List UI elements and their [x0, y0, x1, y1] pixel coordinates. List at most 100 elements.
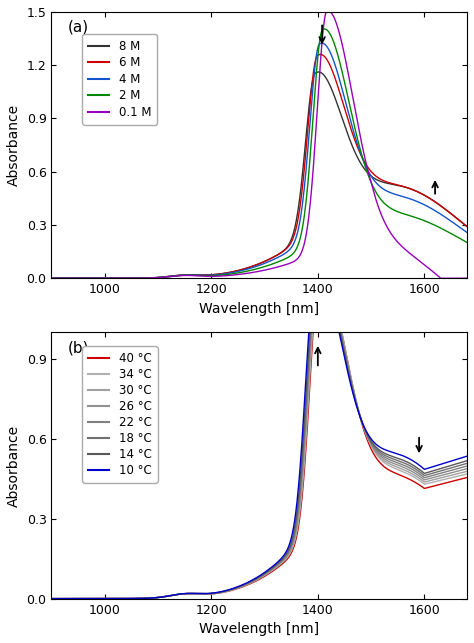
34 °C [48, 595, 54, 602]
Line: 6 M: 6 M [51, 55, 467, 278]
30 °C [313, 280, 319, 287]
18 °C [317, 268, 323, 276]
40 °C [407, 476, 413, 484]
Line: 26 °C: 26 °C [51, 273, 467, 599]
34 °C [365, 433, 370, 441]
10 °C [74, 595, 80, 602]
10 °C [407, 455, 413, 463]
22 °C [290, 538, 296, 545]
Line: 40 °C: 40 °C [51, 274, 467, 599]
0.1 M [313, 122, 319, 130]
X-axis label: Wavelength [nm]: Wavelength [nm] [199, 302, 319, 316]
34 °C [290, 543, 296, 551]
Y-axis label: Absorbance: Absorbance [7, 104, 21, 186]
30 °C [290, 541, 296, 549]
6 M [464, 222, 470, 230]
Line: 0.1 M: 0.1 M [51, 11, 467, 278]
40 °C [290, 546, 296, 554]
10 °C [48, 595, 54, 602]
4 M [313, 53, 319, 60]
6 M [407, 185, 413, 192]
4 M [48, 275, 54, 282]
26 °C [301, 452, 307, 460]
Y-axis label: Absorbance: Absorbance [7, 424, 21, 507]
Line: 8 M: 8 M [51, 72, 467, 278]
30 °C [407, 469, 413, 476]
18 °C [48, 595, 54, 602]
4 M [319, 39, 325, 47]
40 °C [301, 475, 307, 483]
Line: 10 °C: 10 °C [51, 272, 467, 599]
22 °C [48, 595, 54, 602]
6 M [365, 163, 370, 170]
0.1 M [301, 242, 307, 249]
Line: 18 °C: 18 °C [51, 272, 467, 599]
22 °C [464, 462, 470, 470]
10 °C [464, 452, 470, 460]
2 M [322, 25, 328, 33]
22 °C [301, 444, 307, 452]
8 M [301, 158, 307, 165]
30 °C [301, 460, 307, 467]
6 M [74, 275, 80, 282]
Legend: 8 M, 6 M, 4 M, 2 M, 0.1 M: 8 M, 6 M, 4 M, 2 M, 0.1 M [82, 34, 157, 125]
2 M [48, 275, 54, 282]
10 °C [315, 268, 321, 276]
34 °C [407, 471, 413, 478]
8 M [290, 231, 296, 239]
10 °C [365, 429, 370, 437]
2 M [290, 250, 296, 258]
18 °C [313, 271, 319, 279]
30 °C [365, 433, 370, 440]
0.1 M [438, 275, 444, 282]
10 °C [313, 269, 319, 277]
2 M [313, 72, 319, 80]
18 °C [301, 436, 307, 444]
22 °C [318, 269, 323, 276]
18 °C [407, 462, 413, 469]
14 °C [74, 595, 80, 602]
Line: 4 M: 4 M [51, 43, 467, 278]
30 °C [48, 595, 54, 602]
Line: 2 M: 2 M [51, 29, 467, 278]
18 °C [464, 460, 470, 467]
14 °C [48, 595, 54, 602]
34 °C [464, 470, 470, 478]
8 M [316, 68, 322, 76]
40 °C [48, 595, 54, 602]
22 °C [365, 431, 370, 439]
0.1 M [464, 275, 470, 282]
8 M [464, 222, 470, 230]
26 °C [48, 595, 54, 602]
0.1 M [290, 258, 296, 266]
14 °C [464, 457, 470, 464]
0.1 M [48, 275, 54, 282]
Text: (b): (b) [68, 340, 90, 356]
Line: 22 °C: 22 °C [51, 273, 467, 599]
26 °C [407, 466, 413, 474]
22 °C [313, 273, 319, 281]
2 M [301, 216, 307, 224]
40 °C [365, 436, 370, 444]
4 M [74, 275, 80, 282]
8 M [74, 275, 80, 282]
26 °C [365, 432, 370, 440]
6 M [290, 235, 296, 243]
0.1 M [74, 275, 80, 282]
8 M [365, 168, 370, 176]
26 °C [290, 539, 296, 547]
8 M [48, 275, 54, 282]
2 M [464, 239, 470, 246]
30 °C [464, 467, 470, 475]
26 °C [464, 465, 470, 473]
18 °C [290, 535, 296, 543]
Text: (a): (a) [68, 20, 89, 35]
22 °C [74, 595, 80, 602]
4 M [301, 190, 307, 197]
Legend: 40 °C, 34 °C, 30 °C, 26 °C, 22 °C, 18 °C, 14 °C, 10 °C: 40 °C, 34 °C, 30 °C, 26 °C, 22 °C, 18 °C… [82, 346, 157, 483]
4 M [464, 229, 470, 237]
Line: 30 °C: 30 °C [51, 273, 467, 599]
30 °C [74, 595, 80, 602]
6 M [318, 51, 323, 59]
4 M [290, 242, 296, 249]
